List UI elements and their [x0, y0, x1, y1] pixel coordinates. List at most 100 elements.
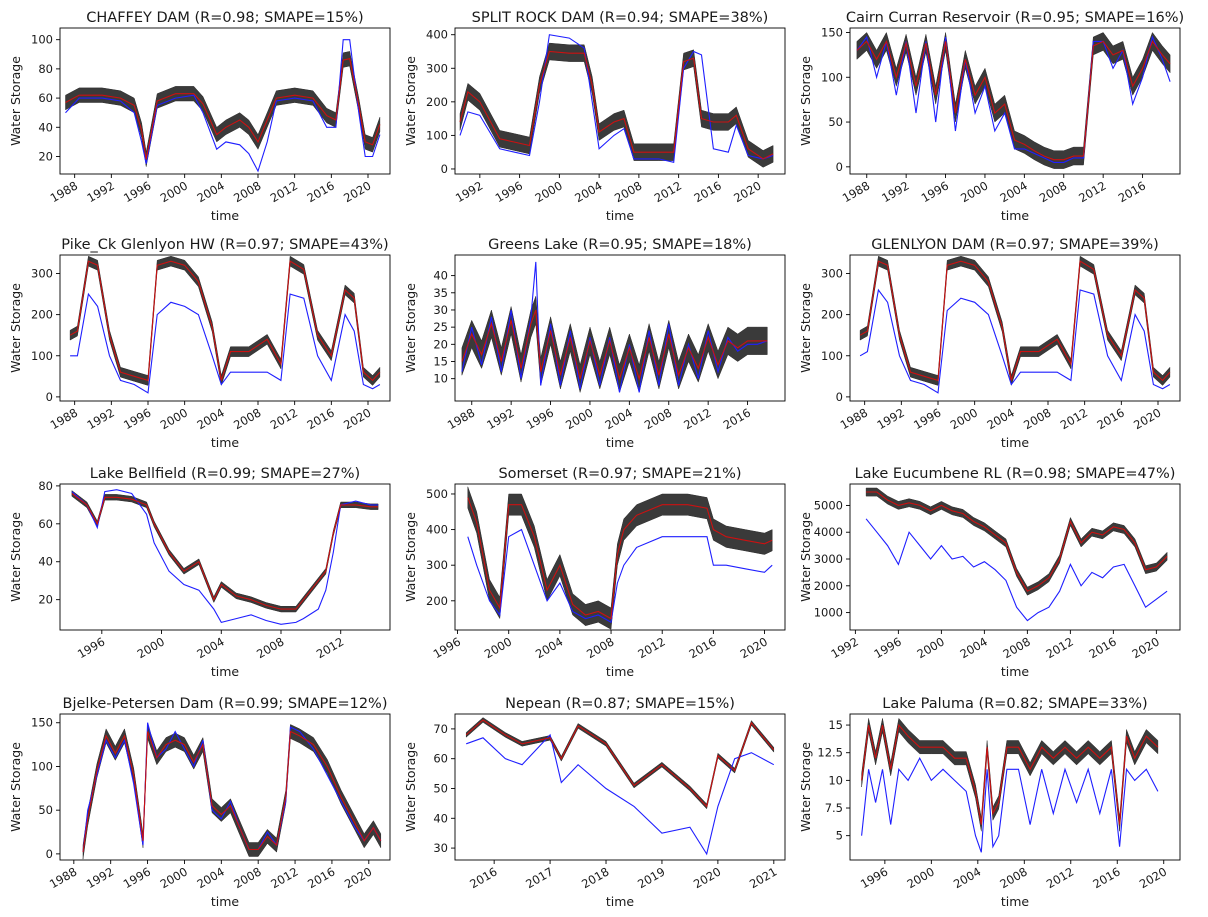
- x-tick-label: 2000: [904, 864, 936, 891]
- subplot-5: Greens Lake (R=0.95; SMAPE=18%) 10 15 20 25 3…: [403, 237, 786, 450]
- x-tick-label: 2004: [572, 178, 604, 205]
- x-tick-label: 2000: [915, 634, 947, 661]
- x-tick-label: 1988: [48, 405, 80, 432]
- x-tick-label: 1996: [431, 634, 463, 661]
- x-tick-label: 2004: [602, 405, 634, 432]
- x-tick-label: 2020: [1129, 634, 1161, 661]
- x-tick-label: 2004: [984, 405, 1016, 432]
- x-tick-label: 2016: [721, 405, 753, 432]
- plot-frame: [849, 713, 1181, 861]
- x-tick-label: 1992: [484, 405, 516, 432]
- uncertainty-band: [461, 296, 768, 394]
- x-tick-label: 2016: [1090, 864, 1122, 891]
- x-tick-label: 2020: [691, 864, 723, 891]
- y-tick-label: 500: [426, 487, 448, 501]
- x-tick-label: 2004: [194, 405, 226, 432]
- x-tick-label: 2004: [194, 178, 226, 205]
- subplot-7: Lake Bellfield (R=0.99; SMAPE=27%) 20 40 60…: [8, 466, 391, 679]
- x-tick-label: 1996: [493, 178, 525, 205]
- series-group: [461, 261, 768, 394]
- x-tick-label: 1992: [879, 178, 911, 205]
- x-tick-label: 2018: [579, 864, 611, 891]
- x-tick-label: 2021: [747, 864, 779, 891]
- x-tick-label: 1992: [453, 178, 485, 205]
- y-tick-label: 200: [426, 95, 448, 109]
- y-tick-label: 0: [46, 847, 53, 861]
- x-tick-label: 2000: [158, 405, 190, 432]
- x-tick-label: 2012: [681, 405, 713, 432]
- y-tick-label: 80: [38, 62, 53, 76]
- x-tick-label: 2012: [1044, 864, 1076, 891]
- predicted-line: [461, 309, 768, 381]
- y-tick-label: 300: [426, 558, 448, 572]
- uncertainty-band: [82, 724, 382, 860]
- y-tick-label: 150: [821, 25, 843, 39]
- y-tick-label: 5: [836, 829, 843, 843]
- chart-title: Somerset (R=0.97; SMAPE=21%): [498, 466, 741, 482]
- y-tick-label: 300: [31, 267, 53, 281]
- x-axis-label: time: [1001, 664, 1030, 679]
- x-tick-label: 2008: [997, 864, 1029, 891]
- series-group: [465, 717, 775, 856]
- x-tick-label: 2020: [738, 634, 770, 661]
- y-tick-label: 200: [31, 308, 53, 322]
- subplot-3: Cairn Curran Reservoir (R=0.95; SMAPE=16…: [798, 10, 1184, 223]
- y-axis-label: Water Storage: [798, 512, 813, 602]
- x-tick-label: 2000: [533, 178, 565, 205]
- x-axis-label: time: [606, 435, 635, 450]
- plot-frame: [849, 27, 1181, 175]
- predicted-line: [459, 50, 774, 160]
- x-tick-label: 2008: [584, 634, 616, 661]
- chart-title: Cairn Curran Reservoir (R=0.95; SMAPE=16…: [846, 10, 1184, 26]
- y-tick-label: 7.5: [825, 801, 843, 815]
- y-tick-label: 150: [31, 716, 53, 730]
- observed-line: [467, 528, 773, 624]
- x-tick-label: 2016: [687, 634, 719, 661]
- x-tick-label: 2020: [342, 864, 374, 891]
- x-axis-label: time: [1001, 208, 1030, 223]
- x-axis-label: time: [211, 435, 240, 450]
- predicted-line: [866, 491, 1168, 592]
- x-tick-label: 1996: [858, 864, 890, 891]
- chart-title: SPLIT ROCK DAM (R=0.94; SMAPE=38%): [472, 10, 769, 26]
- x-tick-label: 2000: [135, 634, 167, 661]
- x-tick-label: 1996: [919, 178, 951, 205]
- uncertainty-band: [65, 51, 381, 167]
- y-tick-label: 100: [31, 349, 53, 363]
- observed-line: [459, 34, 774, 163]
- x-tick-label: 2004: [958, 634, 990, 661]
- x-tick-label: 2016: [304, 178, 336, 205]
- y-tick-label: 40: [433, 811, 448, 825]
- chart-title: Nepean (R=0.87; SMAPE=15%): [505, 696, 735, 712]
- x-tick-label: 2012: [314, 634, 346, 661]
- y-axis-label: Water Storage: [403, 56, 418, 146]
- y-tick-label: 100: [426, 128, 448, 142]
- x-tick-label: 2012: [1044, 634, 1076, 661]
- plot-frame: [59, 483, 391, 631]
- x-tick-label: 2000: [482, 634, 514, 661]
- x-tick-label: 2004: [997, 178, 1029, 205]
- x-tick-label: 2008: [1037, 178, 1069, 205]
- y-tick-label: 40: [433, 269, 448, 283]
- subplot-6: GLENLYON DAM (R=0.97; SMAPE=39%) 0 100 200 3…: [798, 237, 1181, 450]
- series-group: [65, 39, 381, 173]
- chart-title: Pike_Ck Glenlyon HW (R=0.97; SMAPE=43%): [61, 237, 388, 253]
- x-tick-label: 1992: [874, 405, 906, 432]
- predicted-line: [465, 719, 775, 808]
- y-tick-label: 0: [836, 390, 843, 404]
- uncertainty-band: [71, 490, 379, 613]
- y-tick-label: 15: [433, 354, 448, 368]
- series-group: [859, 255, 1171, 394]
- x-tick-label: 1992: [84, 864, 116, 891]
- y-tick-label: 0: [46, 390, 53, 404]
- subplot-9: Lake Eucumbene RL (R=0.98; SMAPE=47%) 100…: [798, 466, 1181, 679]
- y-axis-label: Water Storage: [403, 512, 418, 602]
- y-tick-label: 40: [38, 120, 53, 134]
- x-tick-label: 1992: [84, 178, 116, 205]
- y-tick-label: 40: [38, 555, 53, 569]
- x-axis-label: time: [211, 208, 240, 223]
- y-tick-label: 0: [441, 162, 448, 176]
- y-axis-label: Water Storage: [403, 283, 418, 373]
- y-tick-label: 400: [426, 28, 448, 42]
- x-tick-label: 2000: [563, 405, 595, 432]
